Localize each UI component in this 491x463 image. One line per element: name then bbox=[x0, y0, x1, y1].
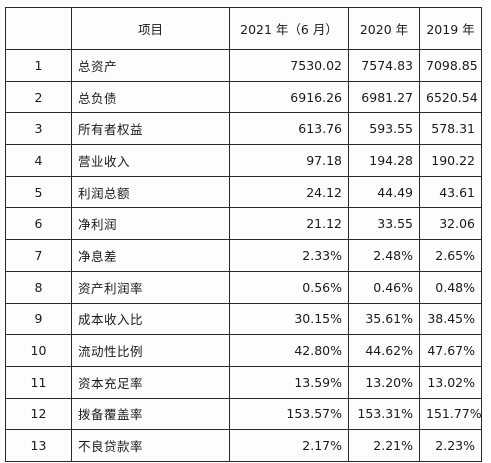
row-index: 2 bbox=[5, 80, 72, 114]
value-2019: 0.48% bbox=[419, 270, 482, 304]
value-2019: 2.23% bbox=[419, 429, 482, 462]
row-index: 9 bbox=[5, 302, 72, 336]
value-2019: 38.45% bbox=[419, 302, 482, 336]
table-row: 7 净息差 2.33% 2.48% 2.65% bbox=[5, 239, 482, 272]
header-item: 项目 bbox=[71, 7, 230, 50]
table-row: 6 净利润 21.12 33.55 32.06 bbox=[5, 207, 482, 241]
value-2019: 151.77% bbox=[419, 397, 482, 431]
row-index: 8 bbox=[5, 270, 72, 304]
value-2019: 578.31 bbox=[419, 112, 482, 146]
row-index: 5 bbox=[5, 175, 72, 209]
value-2019: 32.06 bbox=[419, 207, 482, 241]
row-index: 4 bbox=[5, 144, 72, 177]
row-index: 10 bbox=[5, 334, 72, 367]
table-header-row: 项目 2021 年（6 月） 2020 年 2019 年 bbox=[5, 7, 482, 50]
value-2020: 153.31% bbox=[348, 397, 420, 431]
value-2021: 0.56% bbox=[229, 270, 349, 304]
row-index: 7 bbox=[5, 239, 72, 272]
value-2021: 30.15% bbox=[229, 302, 349, 336]
table-row: 11 资本充足率 13.59% 13.20% 13.02% bbox=[5, 365, 482, 399]
table-row: 1 总资产 7530.02 7574.83 7098.85 bbox=[5, 49, 482, 82]
value-2019: 43.61 bbox=[419, 175, 482, 209]
header-index bbox=[5, 7, 72, 50]
row-index: 11 bbox=[5, 365, 72, 399]
value-2020: 44.62% bbox=[348, 334, 420, 367]
row-item-name: 不良贷款率 bbox=[71, 429, 230, 462]
header-2020: 2020 年 bbox=[348, 7, 420, 50]
row-index: 6 bbox=[5, 207, 72, 241]
row-item-name: 资本充足率 bbox=[71, 365, 230, 399]
value-2020: 33.55 bbox=[348, 207, 420, 241]
value-2021: 613.76 bbox=[229, 112, 349, 146]
value-2020: 194.28 bbox=[348, 144, 420, 177]
header-2019: 2019 年 bbox=[419, 7, 482, 50]
value-2020: 35.61% bbox=[348, 302, 420, 336]
value-2020: 7574.83 bbox=[348, 49, 420, 82]
table-row: 5 利润总额 24.12 44.49 43.61 bbox=[5, 175, 482, 209]
value-2021: 42.80% bbox=[229, 334, 349, 367]
row-item-name: 流动性比例 bbox=[71, 334, 230, 367]
value-2021: 2.17% bbox=[229, 429, 349, 462]
value-2021: 153.57% bbox=[229, 397, 349, 431]
row-item-name: 利润总额 bbox=[71, 175, 230, 209]
table-row: 2 总负债 6916.26 6981.27 6520.54 bbox=[5, 80, 482, 114]
value-2021: 21.12 bbox=[229, 207, 349, 241]
value-2021: 24.12 bbox=[229, 175, 349, 209]
row-item-name: 资产利润率 bbox=[71, 270, 230, 304]
row-index: 1 bbox=[5, 49, 72, 82]
row-item-name: 营业收入 bbox=[71, 144, 230, 177]
table-row: 12 拨备覆盖率 153.57% 153.31% 151.77% bbox=[5, 397, 482, 431]
table-row: 10 流动性比例 42.80% 44.62% 47.67% bbox=[5, 334, 482, 367]
financial-indicators-table: 项目 2021 年（6 月） 2020 年 2019 年 1 总资产 7530.02… bbox=[5, 7, 482, 462]
table-row: 13 不良贷款率 2.17% 2.21% 2.23% bbox=[5, 429, 482, 462]
value-2020: 6981.27 bbox=[348, 80, 420, 114]
row-index: 12 bbox=[5, 397, 72, 431]
table-body: 1 总资产 7530.02 7574.83 7098.85 2 总负债 6916.26 6981… bbox=[5, 49, 482, 462]
row-index: 3 bbox=[5, 112, 72, 146]
value-2021: 2.33% bbox=[229, 239, 349, 272]
value-2020: 13.20% bbox=[348, 365, 420, 399]
value-2020: 44.49 bbox=[348, 175, 420, 209]
row-item-name: 净息差 bbox=[71, 239, 230, 272]
value-2021: 6916.26 bbox=[229, 80, 349, 114]
table-row: 3 所有者权益 613.76 593.55 578.31 bbox=[5, 112, 482, 146]
value-2020: 2.48% bbox=[348, 239, 420, 272]
value-2021: 97.18 bbox=[229, 144, 349, 177]
row-item-name: 总资产 bbox=[71, 49, 230, 82]
value-2021: 7530.02 bbox=[229, 49, 349, 82]
header-2021: 2021 年（6 月） bbox=[229, 7, 349, 50]
table-row: 8 资产利润率 0.56% 0.46% 0.48% bbox=[5, 270, 482, 304]
value-2019: 7098.85 bbox=[419, 49, 482, 82]
value-2019: 6520.54 bbox=[419, 80, 482, 114]
table-row: 9 成本收入比 30.15% 35.61% 38.45% bbox=[5, 302, 482, 336]
value-2019: 2.65% bbox=[419, 239, 482, 272]
value-2019: 13.02% bbox=[419, 365, 482, 399]
value-2020: 2.21% bbox=[348, 429, 420, 462]
table-row: 4 营业收入 97.18 194.28 190.22 bbox=[5, 144, 482, 177]
row-item-name: 所有者权益 bbox=[71, 112, 230, 146]
row-item-name: 净利润 bbox=[71, 207, 230, 241]
row-item-name: 总负债 bbox=[71, 80, 230, 114]
value-2019: 47.67% bbox=[419, 334, 482, 367]
value-2020: 0.46% bbox=[348, 270, 420, 304]
row-index: 13 bbox=[5, 429, 72, 462]
value-2020: 593.55 bbox=[348, 112, 420, 146]
row-item-name: 拨备覆盖率 bbox=[71, 397, 230, 431]
value-2021: 13.59% bbox=[229, 365, 349, 399]
value-2019: 190.22 bbox=[419, 144, 482, 177]
row-item-name: 成本收入比 bbox=[71, 302, 230, 336]
